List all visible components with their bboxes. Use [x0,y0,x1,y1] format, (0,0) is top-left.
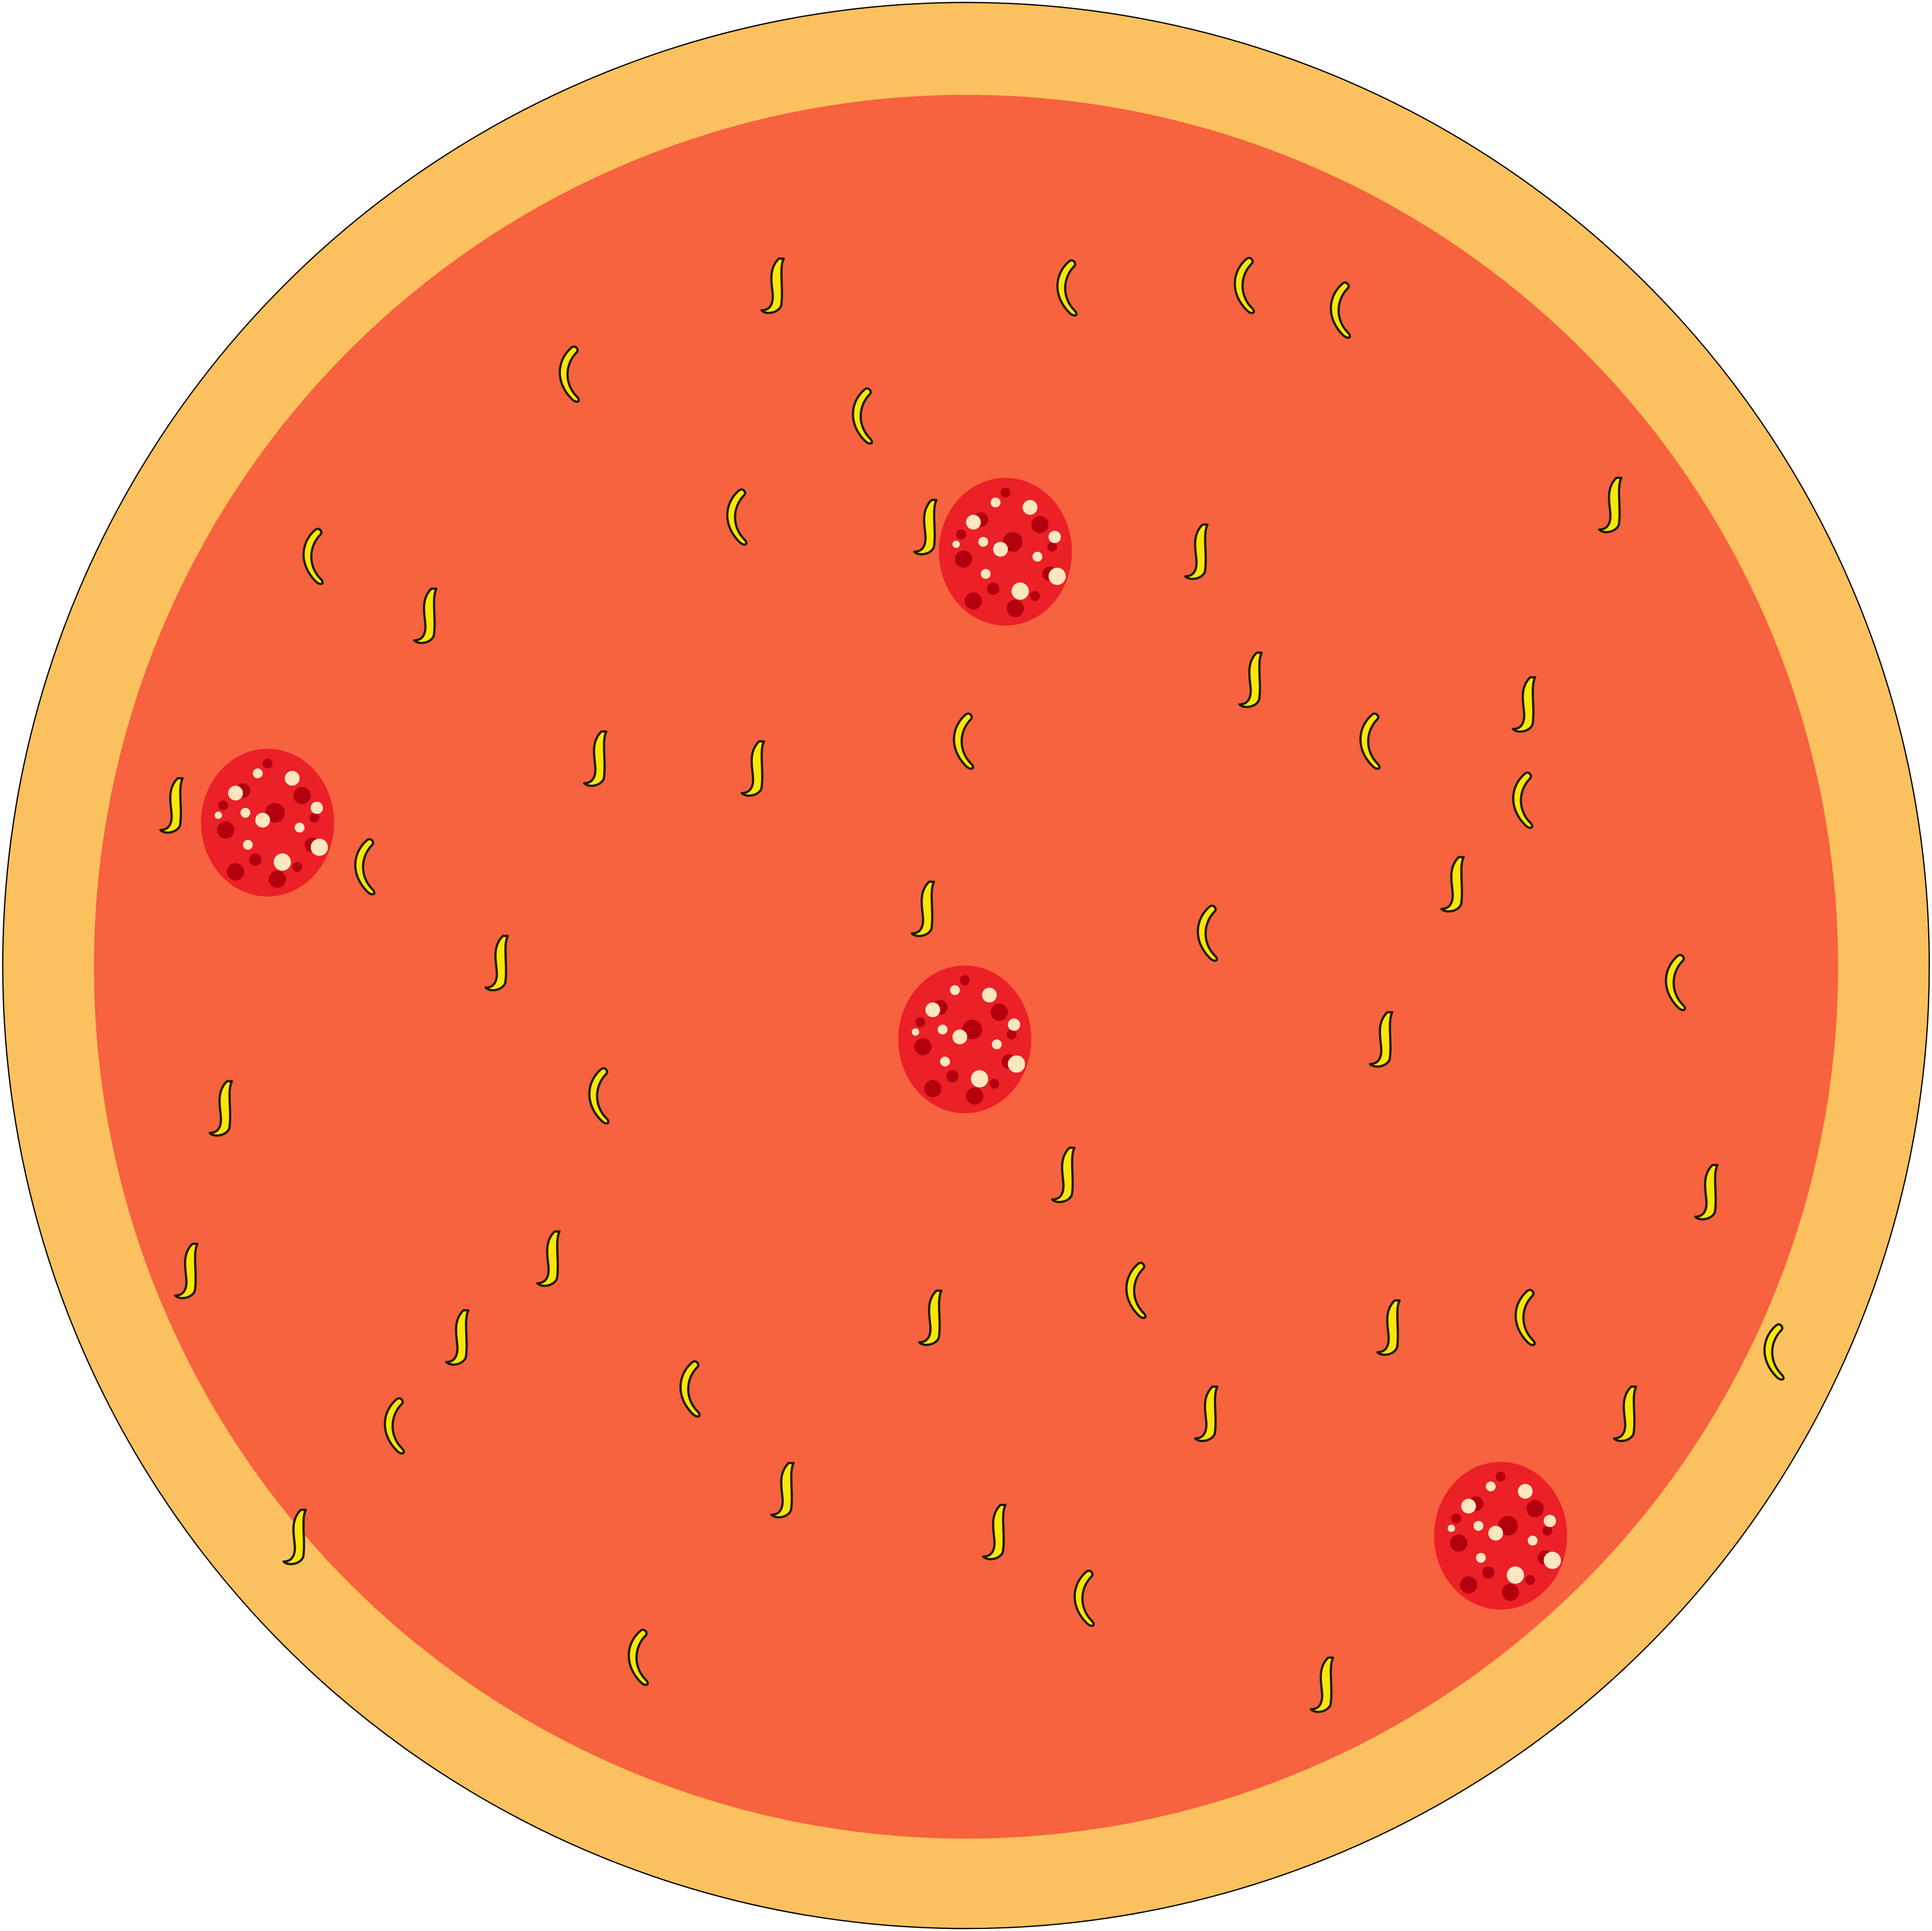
pepperoni-slice [898,965,1032,1114]
pepperoni-slice [1434,1462,1567,1610]
pepperoni-slice [201,749,334,897]
pepperoni-slice [939,477,1072,626]
